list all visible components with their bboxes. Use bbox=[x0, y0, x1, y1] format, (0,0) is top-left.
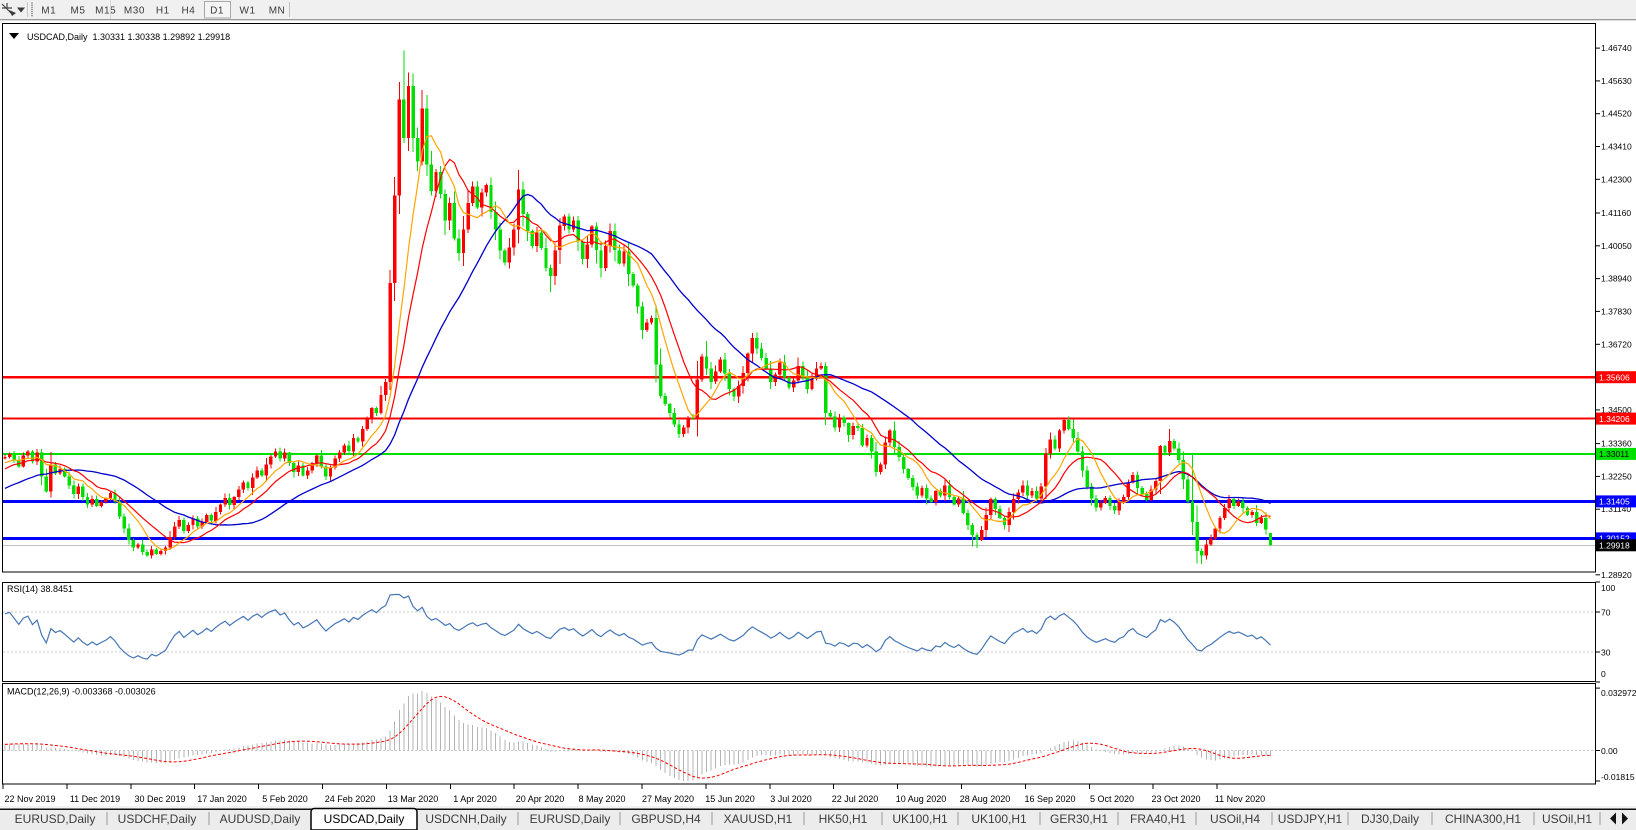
svg-text:M30: M30 bbox=[124, 6, 145, 17]
svg-text:USOil,H1: USOil,H1 bbox=[1542, 812, 1592, 826]
svg-text:1.33360: 1.33360 bbox=[1601, 439, 1632, 449]
svg-text:15 Jun 2020: 15 Jun 2020 bbox=[705, 794, 755, 804]
svg-text:1.28920: 1.28920 bbox=[1601, 570, 1632, 580]
svg-text:23 Oct 2020: 23 Oct 2020 bbox=[1151, 794, 1200, 804]
svg-text:1.32250: 1.32250 bbox=[1601, 471, 1632, 481]
svg-text:0.032972: 0.032972 bbox=[1601, 688, 1636, 698]
svg-text:UK100,H1: UK100,H1 bbox=[892, 812, 948, 826]
svg-text:1.40050: 1.40050 bbox=[1601, 241, 1632, 251]
svg-text:8 May 2020: 8 May 2020 bbox=[578, 794, 625, 804]
svg-text:XAUUSD,H1: XAUUSD,H1 bbox=[724, 812, 793, 826]
svg-text:27 May 2020: 27 May 2020 bbox=[642, 794, 694, 804]
svg-text:MACD(12,26,9) -0.003368 -0.003: MACD(12,26,9) -0.003368 -0.003026 bbox=[7, 687, 156, 697]
svg-text:1.34500: 1.34500 bbox=[1601, 405, 1632, 415]
svg-text:0: 0 bbox=[1601, 669, 1606, 679]
svg-text:1.36720: 1.36720 bbox=[1601, 339, 1632, 349]
svg-text:D1: D1 bbox=[210, 6, 224, 17]
svg-text:1.31405: 1.31405 bbox=[1599, 497, 1630, 507]
svg-text:H1: H1 bbox=[156, 6, 170, 17]
svg-text:M5: M5 bbox=[71, 6, 86, 17]
svg-text:UK100,H1: UK100,H1 bbox=[971, 812, 1027, 826]
svg-text:16 Sep 2020: 16 Sep 2020 bbox=[1024, 794, 1075, 804]
svg-text:HK50,H1: HK50,H1 bbox=[819, 812, 868, 826]
svg-text:30 Dec 2019: 30 Dec 2019 bbox=[134, 794, 185, 804]
svg-text:17 Jan 2020: 17 Jan 2020 bbox=[197, 794, 247, 804]
svg-text:13 Mar 2020: 13 Mar 2020 bbox=[388, 794, 439, 804]
svg-text:EURUSD,Daily: EURUSD,Daily bbox=[15, 812, 96, 826]
svg-text:1.46740: 1.46740 bbox=[1601, 43, 1632, 53]
svg-text:5 Oct 2020: 5 Oct 2020 bbox=[1090, 794, 1134, 804]
svg-text:1.41160: 1.41160 bbox=[1601, 208, 1631, 218]
svg-text:USOil,H4: USOil,H4 bbox=[1210, 812, 1260, 826]
svg-text:1 Apr 2020: 1 Apr 2020 bbox=[453, 794, 497, 804]
svg-text:FRA40,H1: FRA40,H1 bbox=[1130, 812, 1186, 826]
svg-text:DJ30,Daily: DJ30,Daily bbox=[1361, 812, 1419, 826]
svg-text:USDCAD,Daily 1.30331 1.30338: USDCAD,Daily 1.30331 1.30338 1.29892 1.2… bbox=[27, 32, 230, 42]
svg-text:GBPUSD,H4: GBPUSD,H4 bbox=[631, 812, 701, 826]
svg-text:28 Aug 2020: 28 Aug 2020 bbox=[960, 794, 1011, 804]
svg-text:1.29918: 1.29918 bbox=[1599, 541, 1630, 551]
svg-text:1.35606: 1.35606 bbox=[1599, 372, 1630, 382]
svg-text:1.43410: 1.43410 bbox=[1601, 142, 1632, 152]
svg-text:100: 100 bbox=[1601, 583, 1615, 593]
svg-text:USDJPY,H1: USDJPY,H1 bbox=[1278, 812, 1343, 826]
svg-text:AUDUSD,Daily: AUDUSD,Daily bbox=[220, 812, 301, 826]
svg-text:GER30,H1: GER30,H1 bbox=[1050, 812, 1108, 826]
svg-text:RSI(14) 38.8451: RSI(14) 38.8451 bbox=[7, 584, 73, 594]
svg-text:CHINA300,H1: CHINA300,H1 bbox=[1445, 812, 1521, 826]
svg-text:20 Apr 2020: 20 Apr 2020 bbox=[516, 794, 565, 804]
svg-text:10 Aug 2020: 10 Aug 2020 bbox=[896, 794, 947, 804]
svg-text:MN: MN bbox=[269, 6, 286, 17]
svg-text:EURUSD,Daily: EURUSD,Daily bbox=[530, 812, 611, 826]
svg-text:1.34206: 1.34206 bbox=[1599, 414, 1630, 424]
svg-text:5 Feb 2020: 5 Feb 2020 bbox=[262, 794, 308, 804]
svg-text:USDCNH,Daily: USDCNH,Daily bbox=[425, 812, 506, 826]
svg-text:H4: H4 bbox=[182, 6, 196, 17]
svg-text:24 Feb 2020: 24 Feb 2020 bbox=[325, 794, 376, 804]
svg-text:22 Nov 2019: 22 Nov 2019 bbox=[4, 794, 55, 804]
svg-text:30: 30 bbox=[1601, 648, 1611, 658]
svg-text:1.30152: 1.30152 bbox=[1599, 534, 1630, 544]
svg-text:W1: W1 bbox=[240, 6, 256, 17]
svg-text:11 Dec 2019: 11 Dec 2019 bbox=[70, 794, 120, 804]
svg-text:M15: M15 bbox=[95, 6, 116, 17]
svg-text:1.33011: 1.33011 bbox=[1599, 449, 1629, 459]
svg-text:11 Nov 2020: 11 Nov 2020 bbox=[1215, 794, 1265, 804]
svg-text:0.00: 0.00 bbox=[1601, 746, 1618, 756]
svg-text:-0.01815: -0.01815 bbox=[1601, 772, 1635, 782]
svg-text:USDCHF,Daily: USDCHF,Daily bbox=[118, 812, 197, 826]
svg-text:22 Jul 2020: 22 Jul 2020 bbox=[832, 794, 879, 804]
svg-text:1.45630: 1.45630 bbox=[1601, 76, 1632, 86]
svg-text:M1: M1 bbox=[41, 6, 56, 17]
svg-text:70: 70 bbox=[1601, 608, 1611, 618]
svg-text:3 Jul 2020: 3 Jul 2020 bbox=[770, 794, 812, 804]
svg-text:1.37830: 1.37830 bbox=[1601, 306, 1632, 316]
svg-text:1.31140: 1.31140 bbox=[1601, 504, 1631, 514]
svg-text:USDCAD,Daily: USDCAD,Daily bbox=[324, 812, 405, 826]
svg-text:1.44520: 1.44520 bbox=[1601, 109, 1632, 119]
svg-text:1.42300: 1.42300 bbox=[1601, 174, 1632, 184]
svg-text:1.38940: 1.38940 bbox=[1601, 274, 1632, 284]
